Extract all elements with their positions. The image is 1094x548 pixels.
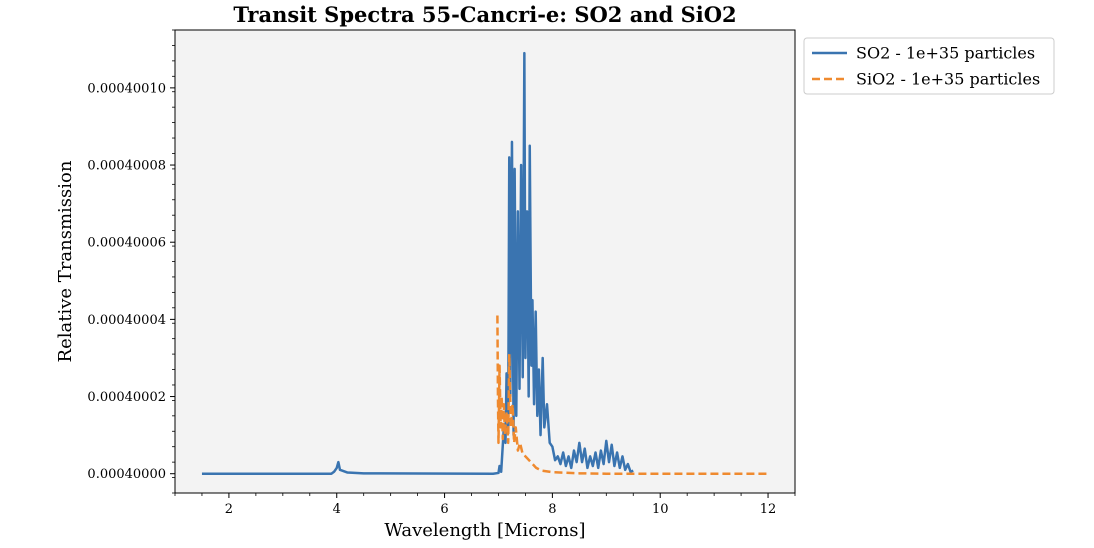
series-layer [201,51,769,475]
chart-title: Transit Spectra 55-Cancri-e: SO2 and SiO… [233,2,736,27]
series-line-1 [496,315,769,475]
legend-label-1: SiO2 - 1e+35 particles [856,70,1040,89]
x-tick-label: 4 [333,502,341,517]
y-tick-label: 0.00040010 [87,81,166,96]
legend-label-0: SO2 - 1e+35 particles [856,44,1035,63]
plot-area [175,30,795,493]
x-axis-label: Wavelength [Microns] [384,520,585,541]
x-tick-label: 2 [225,502,233,517]
y-axis-label: Relative Transmission [55,160,76,362]
y-tick-label: 0.00040000 [87,467,166,482]
axes-layer: 2 4 6 8 10 12 0.00040000 0.00040002 0.00040004 0.… [87,29,796,517]
x-tick-label: 6 [440,502,448,517]
y-tick-label: 0.00040002 [87,390,166,405]
x-tick-label: 10 [652,502,669,517]
legend-box [803,37,1055,95]
legend: SO2 - 1e+35 particles SiO2 - 1e+35 partic… [803,37,1055,95]
y-tick-label: 0.00040004 [87,313,166,328]
y-tick-label: 0.00040008 [87,159,166,174]
y-tick-label: 0.00040006 [87,236,166,251]
x-tick-label: 12 [760,502,777,517]
x-tick-label: 8 [548,502,556,517]
